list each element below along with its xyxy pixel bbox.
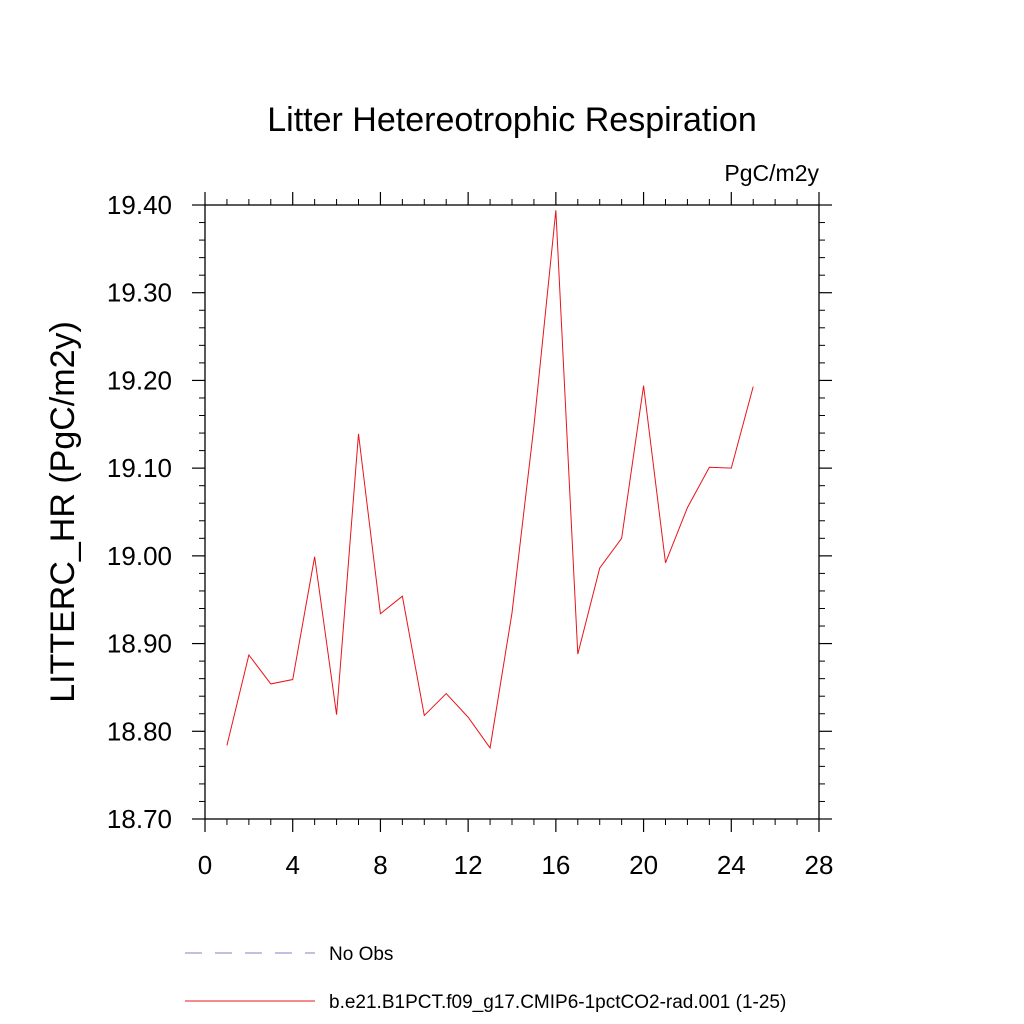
x-tick-label: 12 (454, 850, 483, 880)
plot-frame (204, 204, 820, 820)
x-tick-label: 20 (629, 850, 658, 880)
x-tick-label: 28 (805, 850, 834, 880)
y-tick-label: 18.70 (107, 804, 172, 834)
x-tick-label: 8 (373, 850, 387, 880)
y-tick-label: 19.30 (107, 278, 172, 308)
x-tick-label: 16 (541, 850, 570, 880)
legend: No Obs b.e21.B1PCT.f09_g17.CMIP6-1pctCO2… (185, 944, 786, 1013)
y-axis-label: LITTERC_HR (PgC/m2y) (44, 321, 82, 703)
y-tick-label: 18.90 (107, 629, 172, 659)
x-tick-label: 0 (198, 850, 212, 880)
legend-label-model: b.e21.B1PCT.f09_g17.CMIP6-1pctCO2-rad.00… (329, 992, 786, 1013)
x-tick-label: 24 (717, 850, 746, 880)
series-line-0 (226, 210, 754, 750)
axis-tick-labels: 0 4 8 12 16 20 24 28 18.70 18.80 18.90 19.00 19.10 19… (107, 190, 834, 880)
x-tick-label: 4 (285, 850, 299, 880)
y-tick-label: 19.20 (107, 365, 172, 395)
y-tick-label: 18.80 (107, 716, 172, 746)
axis-ticks (192, 192, 832, 832)
y-tick-label: 19.10 (107, 453, 172, 483)
y-tick-label: 19.00 (107, 541, 172, 571)
series-lines (226, 210, 754, 750)
chart-title: Litter Hetereotrophic Respiration (267, 101, 756, 139)
units-label: PgC/m2y (724, 160, 819, 186)
legend-label-no-obs: No Obs (329, 944, 393, 965)
y-tick-label: 19.40 (107, 190, 172, 220)
